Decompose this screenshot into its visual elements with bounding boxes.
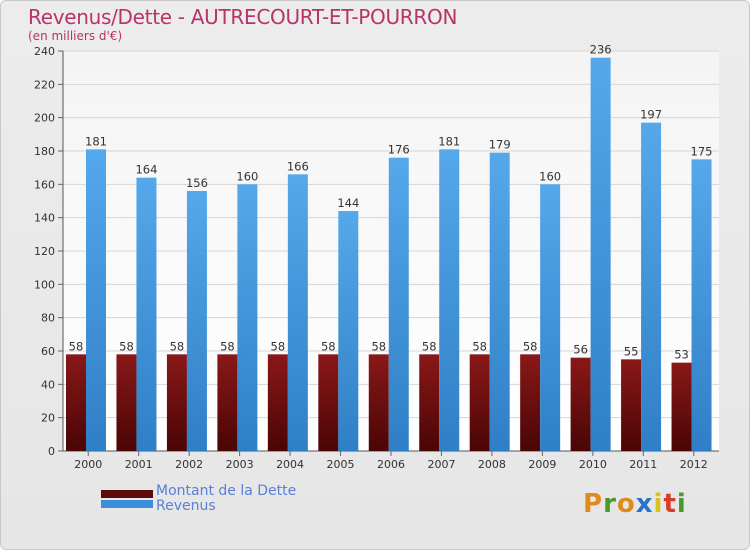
legend-label-revenus: Revenus [156,498,216,514]
data-label-dette: 58 [321,339,336,353]
data-label-dette: 58 [271,339,286,353]
data-label-dette: 58 [422,339,437,353]
bar-dette [621,359,642,451]
x-tick-label: 2002 [175,458,203,471]
bar-dette [217,354,238,451]
logo-letter: x [635,489,654,519]
logo-letter: r [603,489,617,519]
bar-dette [671,362,692,451]
data-label-dette: 56 [573,343,588,357]
bar-dette [469,354,490,451]
y-tick-label: 180 [34,145,55,158]
data-label-dette: 58 [69,339,84,353]
bar-chart: 0 20 40 60 80 100 120 140 160 180 200 220 240 58 181 20… [34,43,719,471]
x-tick-label: 2004 [276,458,304,471]
chart-subtitle: (en milliers d'€) [28,29,123,43]
data-label-revenus: 156 [186,176,208,190]
bar-revenus [540,184,561,452]
data-label-dette: 58 [371,339,386,353]
data-label-dette: 58 [170,339,185,353]
data-label-revenus: 166 [287,159,309,173]
bar-dette [318,354,339,451]
y-tick-label: 0 [48,445,55,458]
y-tick-label: 220 [34,78,55,91]
logo-letter: i [653,489,664,519]
data-label-dette: 55 [624,344,639,358]
bar-revenus [641,122,662,452]
data-label-dette: 58 [220,339,235,353]
data-label-revenus: 197 [640,108,662,122]
data-label-revenus: 164 [135,163,157,177]
bar-revenus [691,159,712,452]
data-label-revenus: 176 [388,143,410,157]
y-tick-label: 200 [34,112,55,125]
bar-dette [116,354,137,451]
bar-revenus [338,211,359,451]
x-tick-label: 2010 [579,458,607,471]
y-tick-label: 80 [41,312,55,325]
logo-letter: t [663,489,677,519]
data-label-revenus: 144 [337,196,359,210]
logo-letter: P [583,489,604,519]
x-tick-label: 2003 [226,458,254,471]
bar-revenus [439,149,460,452]
bar-dette [570,357,591,451]
data-label-dette: 53 [674,348,689,362]
chart-title: Revenus/Dette - AUTRECOURT-ET-POURRON [28,5,458,29]
bar-revenus [86,149,106,452]
y-tick-label: 120 [34,245,55,258]
x-tick-label: 2001 [125,458,153,471]
x-tick-label: 2006 [377,458,405,471]
bar-dette [66,354,86,451]
data-label-revenus: 160 [539,169,561,183]
data-label-revenus: 181 [85,134,107,148]
logo-letter: i [676,489,687,519]
data-label-revenus: 160 [236,169,258,183]
bar-revenus [136,177,157,451]
bar-dette [419,354,440,451]
data-label-revenus: 181 [438,134,460,148]
x-tick-label: 2008 [478,458,506,471]
y-tick-label: 40 [41,378,55,391]
x-tick-label: 2007 [427,458,455,471]
bar-revenus [590,57,611,452]
data-label-dette: 58 [119,339,134,353]
legend-swatch-revenus [101,500,153,508]
proxiti-logo: Proxiti [583,489,687,519]
y-tick-label: 20 [41,412,55,425]
data-label-revenus: 175 [691,144,713,158]
bar-revenus [237,184,258,452]
x-tick-label: 2005 [327,458,355,471]
bar-dette [368,354,389,451]
legend-label-dette: Montant de la Dette [156,483,297,499]
x-tick-label: 2009 [528,458,556,471]
y-tick-label: 100 [34,278,55,291]
data-label-dette: 58 [523,339,538,353]
y-tick-label: 140 [34,212,55,225]
logo-letter: o [616,489,636,519]
bar-revenus [489,152,510,451]
bar-revenus [186,191,207,451]
data-label-dette: 58 [472,339,487,353]
y-tick-label: 240 [34,45,55,58]
bar-revenus [388,157,409,451]
bar-dette [520,354,541,451]
y-tick-label: 60 [41,345,55,358]
y-tick-label: 160 [34,178,55,191]
bar-dette [166,354,187,451]
x-tick-label: 2000 [74,458,102,471]
bar-dette [267,354,288,451]
data-label-revenus: 179 [489,138,511,152]
bar-revenus [287,174,308,452]
data-label-revenus: 236 [590,43,612,57]
legend-swatch-dette [101,490,153,498]
x-tick-label: 2012 [680,458,708,471]
x-tick-label: 2011 [629,458,657,471]
